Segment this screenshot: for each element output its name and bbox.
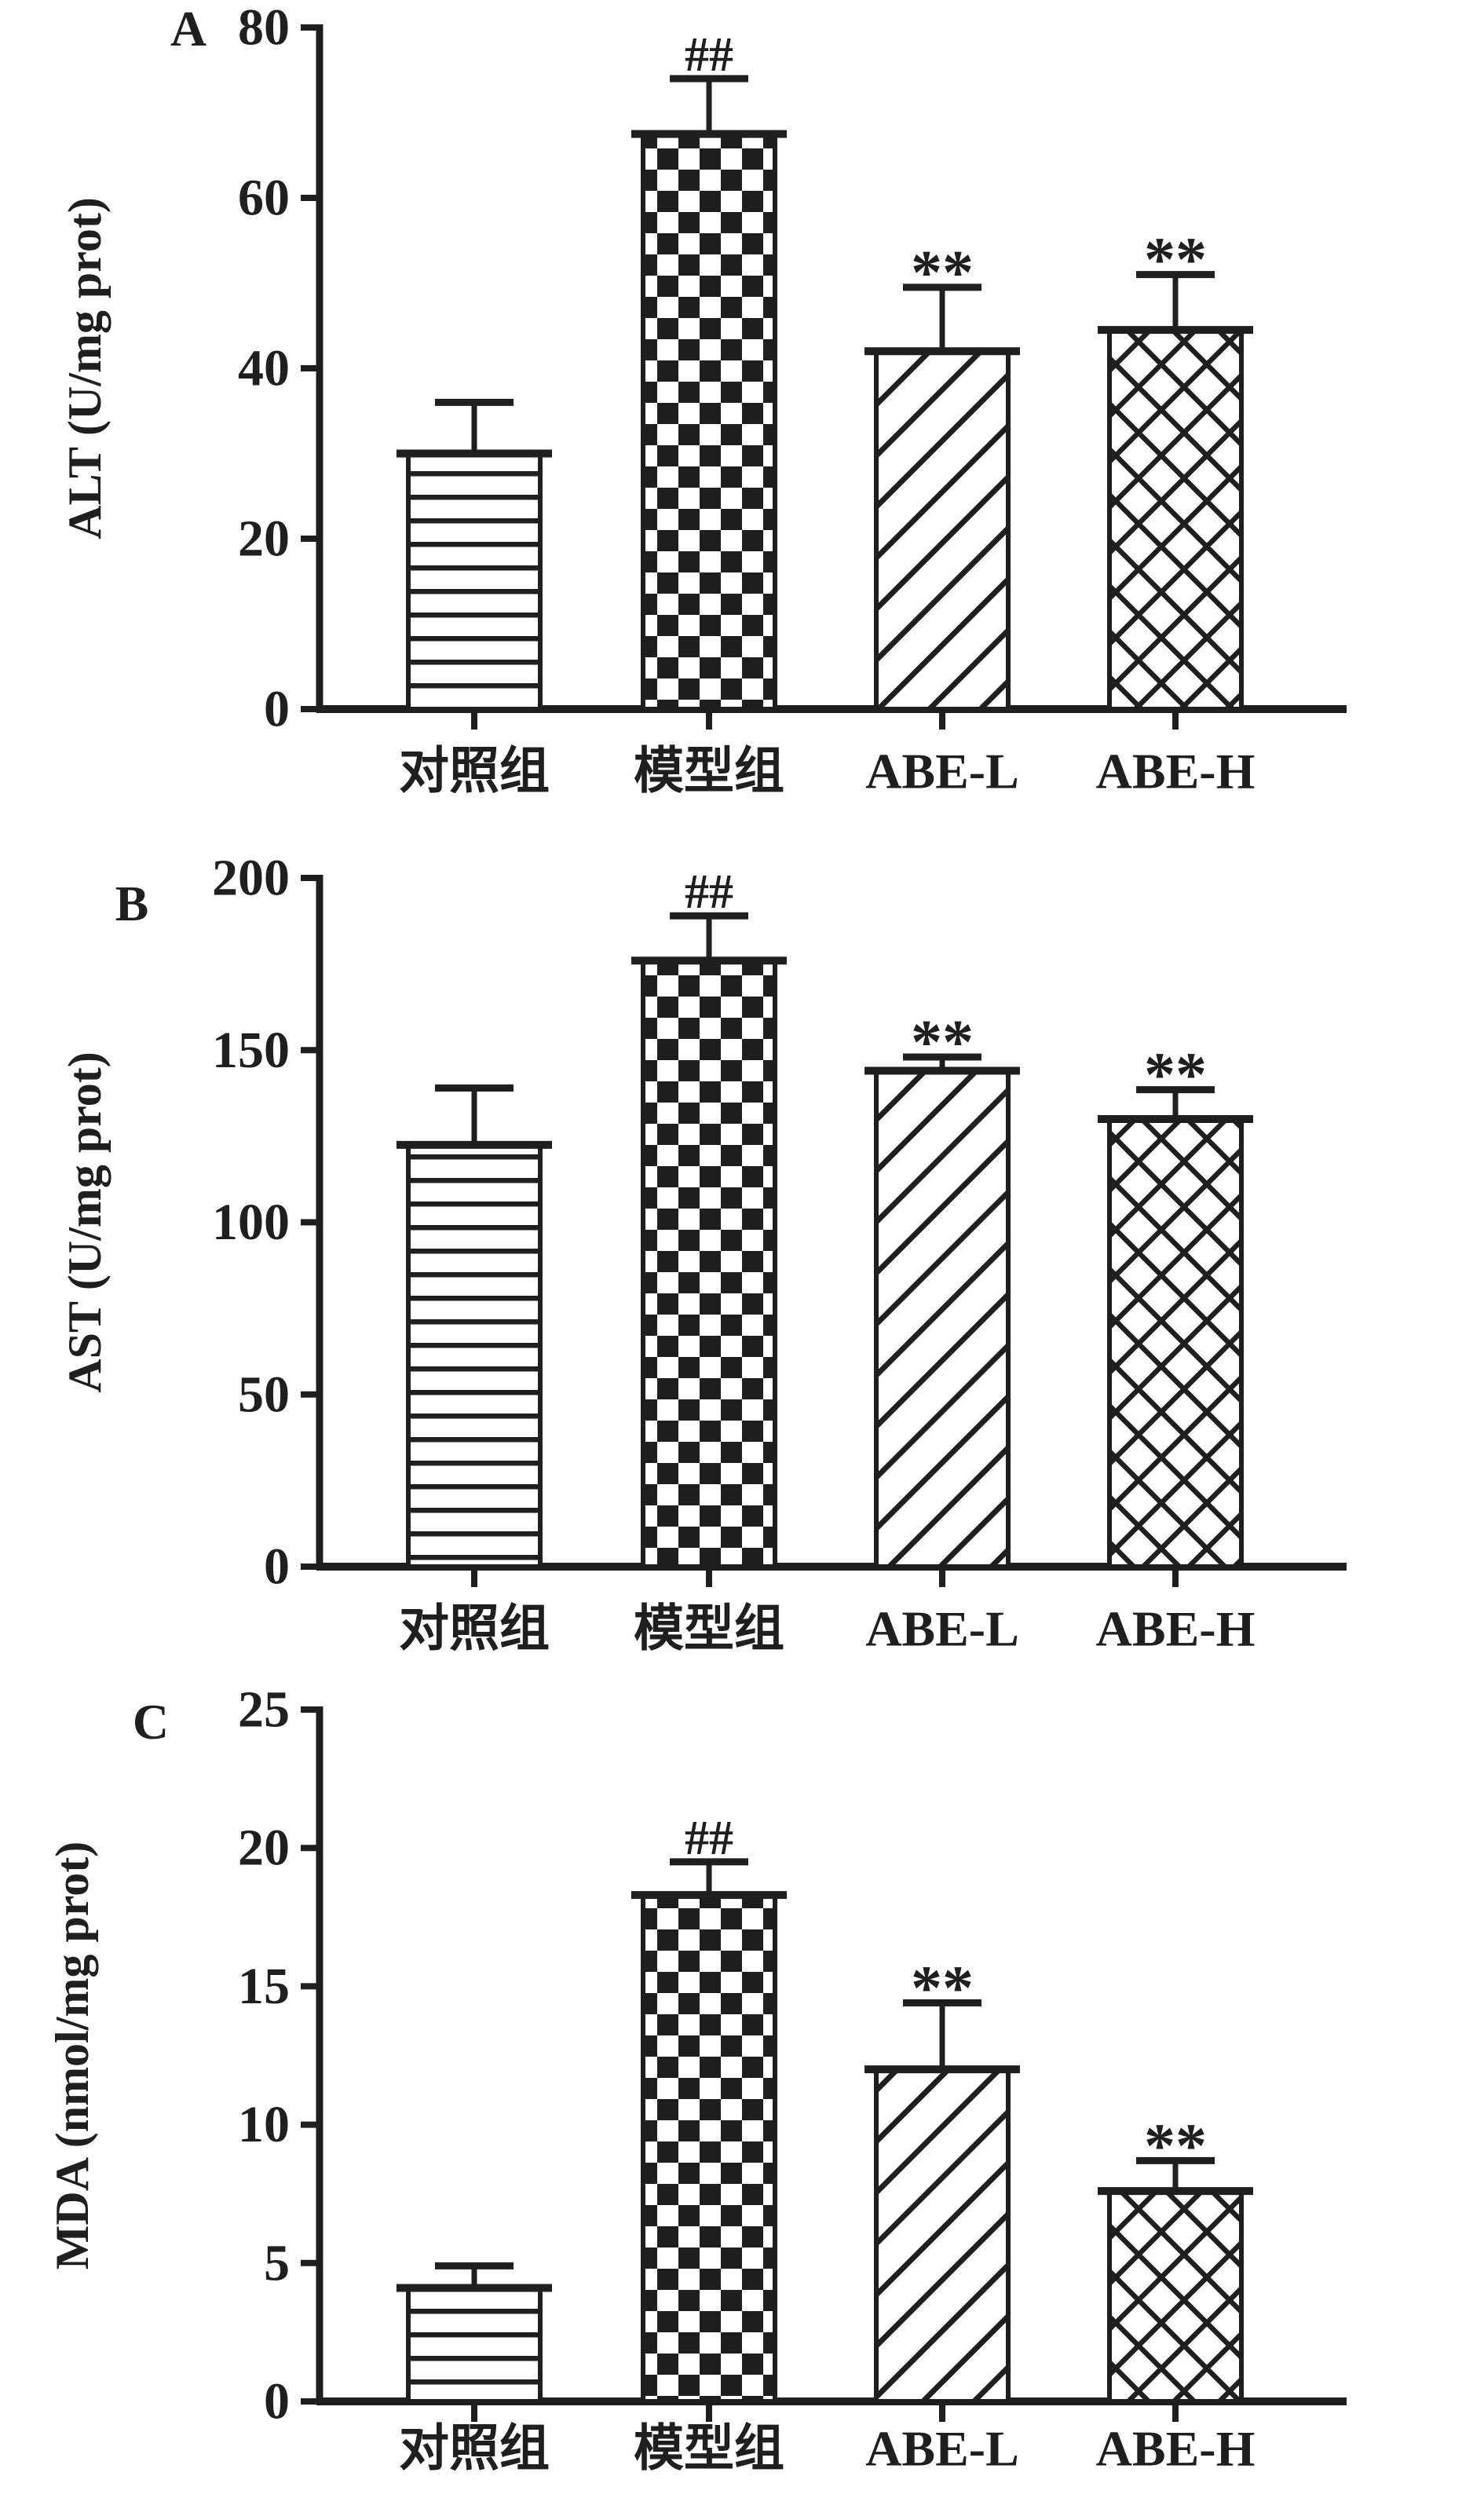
- chart-B: B AST (U/mg prot) 0 50 100 150 200 对照组 ## 模型组 ** AB…: [59, 850, 1347, 1657]
- bar-模型组: [641, 958, 777, 1569]
- bar-ABE-H: [1107, 2189, 1244, 2405]
- y-tick-label-15: 15: [238, 1958, 290, 2015]
- x-label-模型组: 模型组: [634, 744, 784, 799]
- y-tick-label-0: 0: [264, 2373, 290, 2430]
- bar-对照组: [406, 1142, 543, 1569]
- x-label-ABE-L: ABE-L: [865, 1601, 1019, 1657]
- panel-label-A: A: [170, 1, 207, 57]
- y-tick-label-200: 200: [212, 850, 290, 907]
- x-label-模型组: 模型组: [634, 1601, 784, 1657]
- x-label-ABE-H: ABE-H: [1096, 2421, 1256, 2477]
- y-tick-label-20: 20: [238, 510, 290, 568]
- y-tick-label-0: 0: [264, 1538, 290, 1596]
- significance-mark-ABE-L: **: [911, 239, 974, 308]
- bar-ABE-L: [874, 2067, 1011, 2405]
- y-axis-title-B: AST (U/mg prot): [59, 1052, 111, 1392]
- panel-label-B: B: [115, 876, 149, 931]
- significance-mark-ABE-H: **: [1144, 2112, 1207, 2181]
- significance-mark-ABE-L: **: [911, 1955, 974, 2024]
- y-tick-label-150: 150: [212, 1022, 290, 1079]
- y-tick-label-50: 50: [238, 1366, 290, 1423]
- x-label-ABE-L: ABE-L: [865, 744, 1019, 799]
- bar-ABE-H: [1107, 1116, 1244, 1569]
- y-tick-label-80: 80: [238, 0, 290, 57]
- y-axis-title-A: ALT (U/mg prot): [59, 197, 111, 539]
- significance-mark-ABE-L: **: [911, 1008, 974, 1077]
- x-label-对照组: 对照组: [399, 2421, 550, 2477]
- x-label-对照组: 对照组: [399, 744, 550, 799]
- y-tick-label-0: 0: [264, 681, 290, 738]
- x-label-ABE-H: ABE-H: [1096, 744, 1256, 799]
- bar-对照组: [406, 451, 543, 711]
- significance-mark-ABE-H: **: [1144, 1041, 1207, 1110]
- y-tick-label-20: 20: [238, 1820, 290, 1877]
- significance-mark-模型组: ##: [685, 1812, 733, 1865]
- significance-mark-模型组: ##: [685, 28, 733, 82]
- panel-label-C: C: [133, 1694, 169, 1750]
- bar-对照组: [406, 2285, 543, 2405]
- x-label-ABE-H: ABE-H: [1096, 1601, 1256, 1657]
- y-tick-label-40: 40: [238, 340, 290, 397]
- bar-模型组: [641, 131, 777, 711]
- x-label-ABE-L: ABE-L: [865, 2421, 1019, 2477]
- y-tick-label-10: 10: [238, 2096, 290, 2153]
- bar-模型组: [641, 1893, 777, 2404]
- bar-ABE-L: [874, 1068, 1011, 1570]
- chart-C: C MDA (nmol/mg prot) 0 5 10 15 20 25 对照组 ## 模型组 ** A…: [46, 1681, 1347, 2477]
- significance-mark-ABE-H: **: [1144, 226, 1207, 295]
- x-label-模型组: 模型组: [634, 2421, 784, 2477]
- chart-A: A ALT (U/mg prot) 0 20 40 60 80 对照组 ## 模型组 ** ABE-L…: [59, 0, 1347, 799]
- bar-ABE-L: [874, 349, 1011, 711]
- y-tick-label-25: 25: [238, 1681, 290, 1739]
- y-tick-label-100: 100: [212, 1194, 290, 1251]
- x-label-对照组: 对照组: [399, 1601, 550, 1657]
- y-tick-label-60: 60: [238, 170, 290, 227]
- significance-mark-模型组: ##: [685, 865, 733, 919]
- y-tick-label-5: 5: [264, 2234, 290, 2291]
- y-axis-title-C: MDA (nmol/mg prot): [46, 1841, 98, 2270]
- bar-ABE-H: [1107, 327, 1244, 711]
